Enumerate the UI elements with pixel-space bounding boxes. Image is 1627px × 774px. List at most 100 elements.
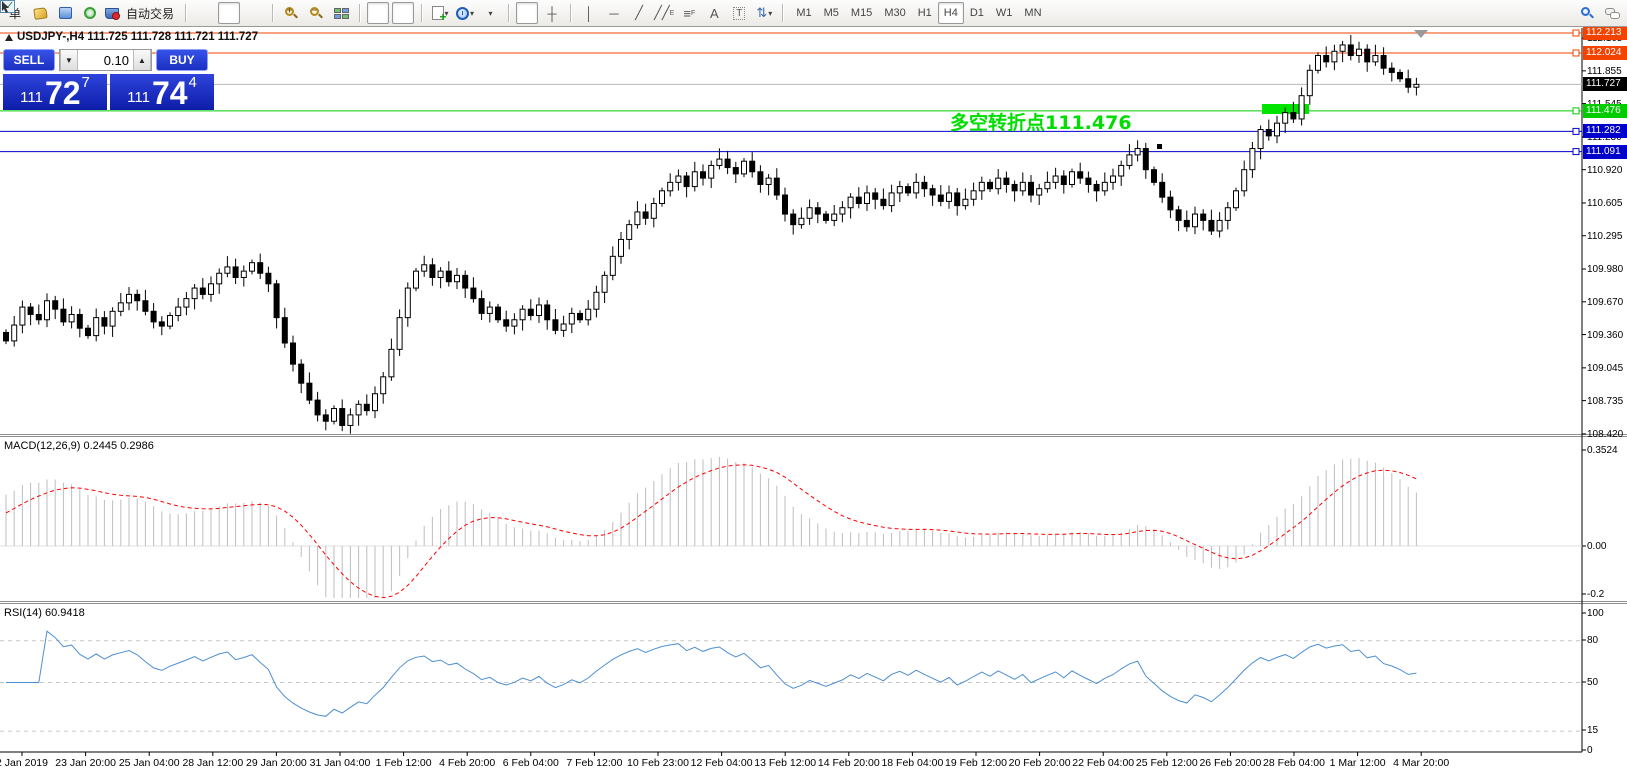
sell-price-point: 7: [81, 74, 90, 91]
time-axis-label: 1 Mar 12:00: [1329, 757, 1386, 769]
zoom-out-button[interactable]: −: [305, 2, 327, 24]
volume-input[interactable]: [78, 50, 133, 70]
chart-title-text: USDJPY-,H4 111.725 111.728 111.721 111.7…: [17, 31, 259, 43]
buy-button[interactable]: BUY: [156, 49, 208, 71]
price-axis-tick: 109.670: [1587, 296, 1624, 308]
time-axis-label: 20 Feb 20:00: [1008, 757, 1071, 769]
arrows-tool-button[interactable]: ⇅ ▾: [756, 5, 773, 20]
cursor-icon: [2, 1, 9, 13]
text-label-tool-button[interactable]: T: [728, 2, 750, 24]
time-axis-label: 4 Mar 20:00: [1393, 757, 1450, 769]
trendline-button[interactable]: ╱: [635, 5, 643, 20]
time-axis-label: 4 Feb 20:00: [439, 757, 496, 769]
fibonacci-button[interactable]: ≡ F: [683, 5, 696, 21]
sell-button[interactable]: SELL: [3, 49, 55, 71]
volume-increase-button[interactable]: ▲: [133, 50, 151, 70]
sell-price-display[interactable]: 111 72 7: [3, 74, 107, 110]
autotrading-icon: [105, 7, 120, 20]
volume-decrease-button[interactable]: ▼: [60, 50, 78, 70]
time-axis-label: 25 Feb 12:00: [1135, 757, 1198, 769]
price-axis-tick: 110.605: [1587, 197, 1623, 209]
time-axis-label: 7 Feb 12:00: [566, 757, 623, 769]
buy-price-point: 4: [188, 74, 197, 91]
market-watch-icon[interactable]: [29, 2, 51, 24]
line-chart-button[interactable]: [0, 1, 265, 24]
channel-button[interactable]: ╱╱ E: [654, 5, 675, 20]
web-radio-icon[interactable]: [79, 2, 101, 24]
price-axis-tick: 109.360: [1587, 329, 1624, 341]
vertical-line-button[interactable]: │: [584, 5, 594, 21]
price-level-label: 112.213: [1583, 26, 1627, 40]
time-axis-label: 14 Feb 20:00: [817, 757, 880, 769]
bar-chart-button[interactable]: [1, 2, 215, 24]
rsi-axis-tick: 100: [1587, 608, 1604, 619]
rsi-axis-tick: 0: [1587, 745, 1593, 756]
cursor-button[interactable]: [2, 1, 539, 24]
time-axis-label: 19 Feb 12:00: [945, 757, 1007, 769]
chart-window-title: USDJPY-,H4 111.725 111.728 111.721 111.7…: [5, 31, 258, 43]
timeframe-button-m5[interactable]: M5: [823, 7, 839, 19]
price-axis-tick: 111.855: [1587, 65, 1622, 77]
crosshair-button[interactable]: ┼: [547, 5, 557, 21]
timeframe-button-h4[interactable]: H4: [937, 2, 964, 24]
one-click-trading-panel: SELL ▼ ▲ BUY 111 72 7 111 74 4: [3, 48, 218, 110]
fibo-label: F: [691, 9, 696, 17]
price-level-label: 111.282: [1583, 124, 1627, 139]
rsi-axis-tick: 80: [1587, 635, 1599, 646]
price-level-label: 111.091: [1583, 144, 1627, 159]
time-axis-label: 10 Feb 23:00: [627, 757, 689, 769]
macd-axis-tick: 0.00: [1587, 541, 1607, 552]
buy-price-handle: 111: [127, 89, 150, 106]
time-axis-label: 26 Feb 20:00: [1199, 757, 1262, 769]
text-tool-button[interactable]: A: [710, 5, 719, 21]
time-axis-label: 28 Jan 12:00: [182, 757, 244, 769]
chart-tab-icon: [5, 33, 13, 41]
macd-axis-tick: -0.2: [1587, 589, 1605, 600]
timeframe-button-m15[interactable]: M15: [850, 7, 873, 19]
price-axis-tick: 110.920: [1587, 164, 1623, 176]
price-level-label: 112.024: [1583, 45, 1627, 60]
timeframe-button-w1[interactable]: W1: [995, 7, 1013, 19]
indicators-button[interactable]: ▾: [429, 2, 451, 24]
chat-button[interactable]: [1601, 2, 1623, 24]
autotrading-button[interactable]: 自动交易: [104, 2, 178, 24]
auto-scroll-button[interactable]: [1, 2, 390, 24]
timeframe-button-mn[interactable]: MN: [1024, 7, 1042, 19]
timeframe-button-m30[interactable]: M30: [884, 7, 906, 19]
candlestick-chart-button[interactable]: [1, 1, 241, 24]
rsi-axis-tick: 15: [1587, 725, 1599, 736]
strategy-tester-icon[interactable]: [54, 2, 76, 24]
buy-price-pips: 74: [151, 75, 188, 111]
periods-button[interactable]: ▾: [454, 2, 476, 24]
rsi-pane-label: RSI(14) 60.9418: [4, 607, 85, 619]
time-axis-label: 22 Feb 04:00: [1072, 757, 1135, 769]
horizontal-line-button[interactable]: ─: [609, 5, 619, 21]
zoom-in-button[interactable]: +: [280, 2, 302, 24]
toolbar: 单 自动交易 + − ▾ ▾ ▾ ┼ │ ─ ╱ ╱╱E ≡F A T ⇅▾: [0, 0, 1627, 27]
search-button[interactable]: [1576, 2, 1598, 24]
price-axis-tick: 109.045: [1587, 362, 1624, 374]
channel-label: E: [669, 9, 675, 17]
price-level-label: 111.727: [1583, 77, 1627, 92]
templates-button[interactable]: ▾: [0, 0, 501, 24]
timeframe-button-m1[interactable]: M1: [796, 7, 812, 19]
time-axis-label: 29 Jan 20:00: [246, 757, 307, 769]
timeframe-group: M1 M5 M15 M30 H1 H4 D1 W1 MN: [790, 2, 1047, 24]
tile-windows-button[interactable]: [330, 2, 352, 24]
time-axis-label: 31 Jan 04:00: [309, 757, 371, 769]
chart-shift-button[interactable]: [1, 2, 415, 24]
time-axis-label: 28 Feb 04:00: [1263, 757, 1325, 769]
price-axis-tick: 109.980: [1587, 264, 1624, 276]
time-axis-label: 23 Jan 20:00: [55, 757, 116, 769]
price-axis-tick: 108.735: [1587, 395, 1624, 407]
price-level-label: 111.476: [1583, 103, 1627, 118]
macd-axis-tick: 0.3524: [1587, 445, 1618, 456]
timeframe-button-h1[interactable]: H1: [917, 7, 932, 19]
sell-price-pips: 72: [44, 75, 81, 111]
volume-spinner: ▼ ▲: [59, 49, 152, 71]
timeframe-button-d1[interactable]: D1: [969, 7, 984, 19]
time-axis-label: 1 Feb 12:00: [375, 757, 432, 769]
sell-price-handle: 111: [20, 89, 43, 106]
buy-price-display[interactable]: 111 74 4: [110, 74, 214, 110]
